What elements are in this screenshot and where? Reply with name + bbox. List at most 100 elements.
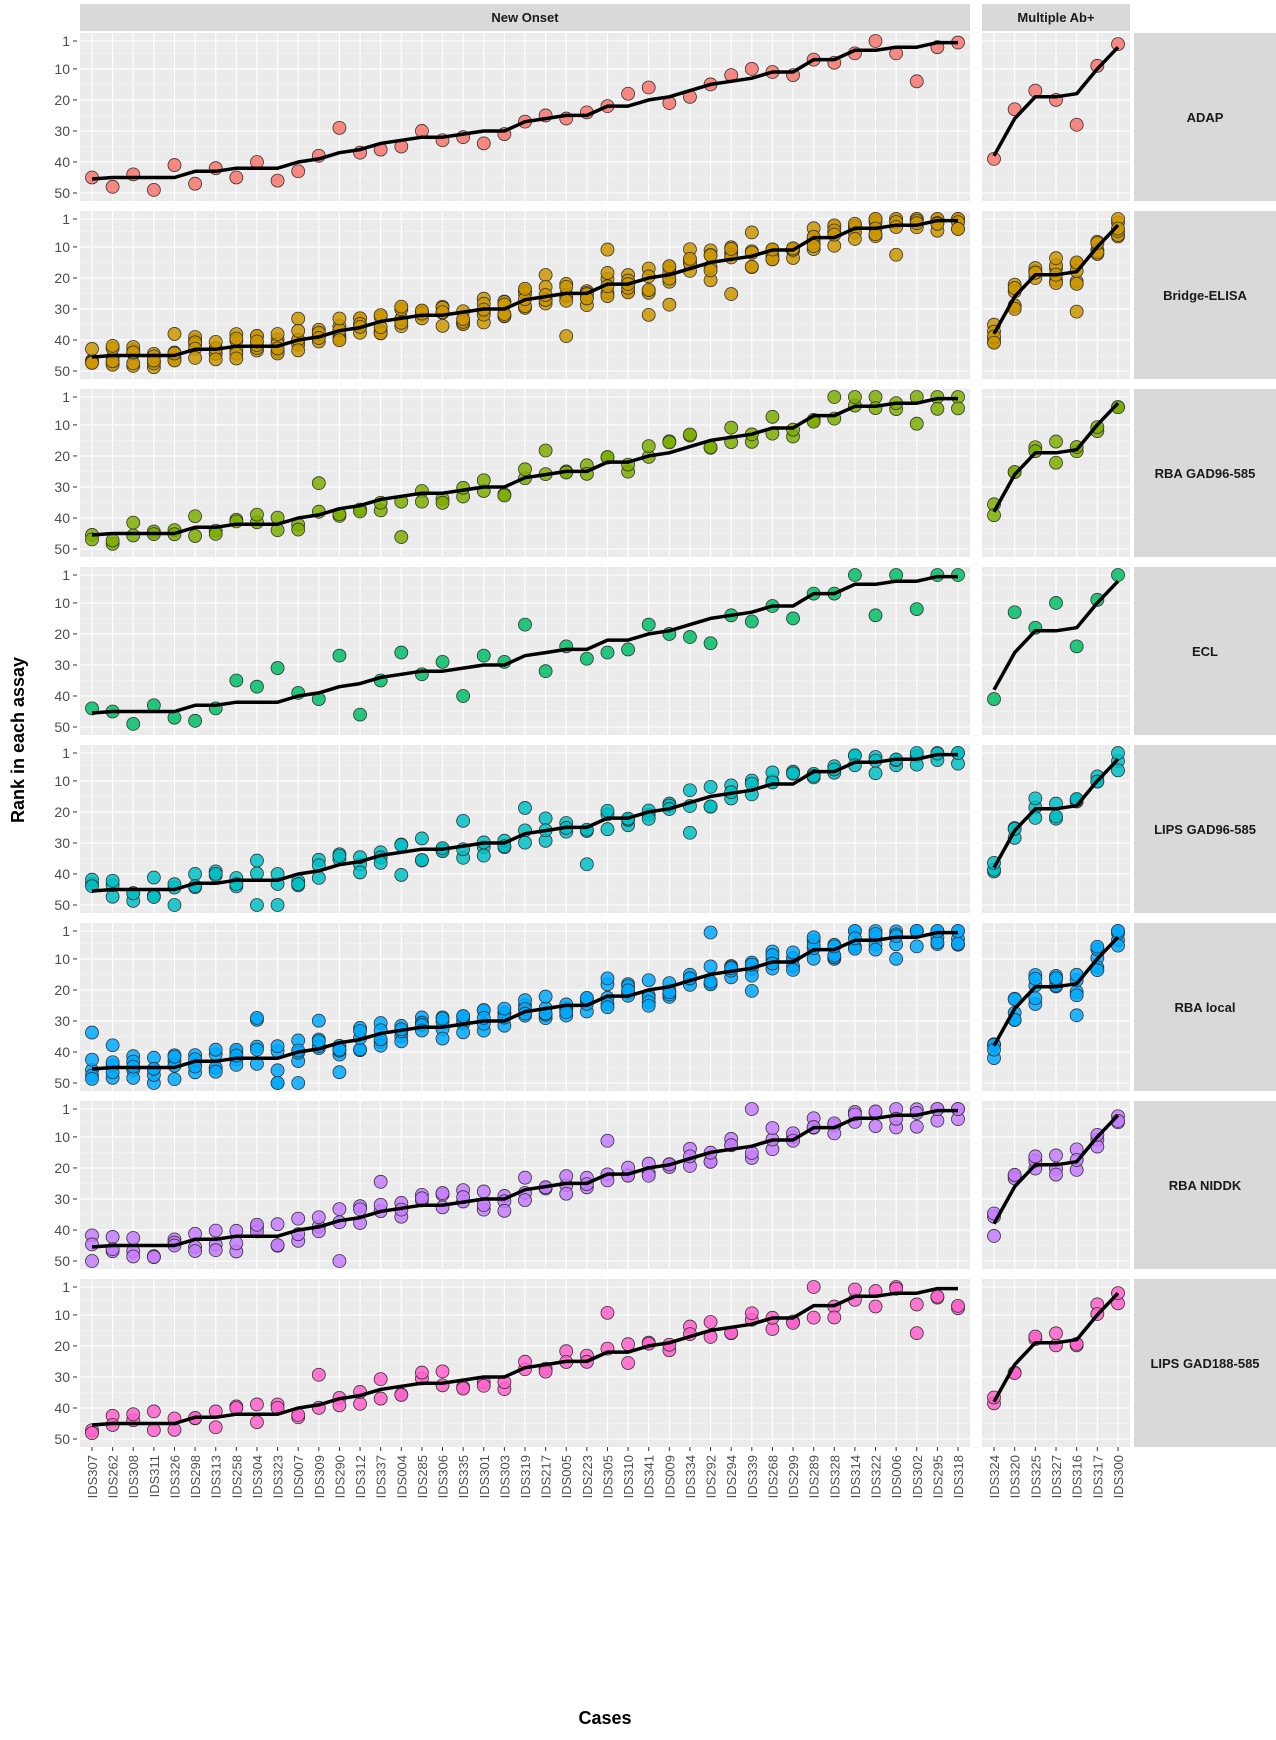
strip-row-rba-gad96-585 bbox=[1134, 389, 1276, 557]
strip-multiple-ab bbox=[982, 4, 1130, 31]
data-point-new-onset bbox=[559, 329, 574, 344]
y-tick-label: 50 bbox=[54, 1431, 70, 1447]
data-point-new-onset bbox=[703, 248, 718, 263]
data-point-new-onset bbox=[435, 654, 450, 669]
data-point-new-onset bbox=[744, 225, 759, 240]
data-point-new-onset bbox=[806, 1310, 821, 1325]
data-point-new-onset bbox=[641, 80, 656, 95]
data-point-multiple-ab bbox=[1069, 117, 1084, 132]
data-point-new-onset bbox=[311, 1210, 326, 1225]
y-tick-label: 50 bbox=[54, 1075, 70, 1091]
data-point-multiple-ab bbox=[1111, 221, 1125, 236]
data-point-new-onset bbox=[476, 1184, 491, 1199]
y-tick-label: 20 bbox=[54, 982, 70, 998]
data-point-new-onset bbox=[208, 526, 223, 541]
y-tick-label: 50 bbox=[54, 541, 70, 557]
data-point-multiple-ab bbox=[1090, 963, 1105, 978]
data-point-new-onset bbox=[353, 1042, 367, 1057]
data-point-new-onset bbox=[270, 327, 285, 341]
data-point-new-onset bbox=[600, 1000, 615, 1015]
data-point-new-onset bbox=[621, 86, 635, 101]
data-point-new-onset bbox=[105, 179, 120, 194]
y-tick-label: 50 bbox=[54, 897, 70, 913]
y-tick-label: 20 bbox=[54, 804, 70, 820]
data-point-new-onset bbox=[167, 898, 182, 912]
x-tick-label: IDS300 bbox=[1111, 1455, 1126, 1498]
y-tick-label: 20 bbox=[54, 92, 70, 108]
x-tick-label: IDS308 bbox=[126, 1455, 141, 1498]
data-point-new-onset bbox=[291, 1211, 306, 1226]
data-point-new-onset bbox=[909, 602, 924, 617]
x-tick-label: IDS007 bbox=[291, 1455, 306, 1498]
x-tick-label: IDS316 bbox=[1070, 1455, 1085, 1498]
data-point-new-onset bbox=[146, 1404, 161, 1419]
data-point-new-onset bbox=[270, 1076, 285, 1090]
data-point-new-onset bbox=[270, 1238, 285, 1252]
data-point-new-onset bbox=[744, 614, 759, 629]
data-point-new-onset bbox=[909, 74, 924, 89]
x-tick-label: IDS323 bbox=[271, 1455, 286, 1498]
median-line-multiple-ab bbox=[992, 935, 1120, 1047]
data-point-new-onset bbox=[703, 1315, 718, 1329]
data-point-new-onset bbox=[167, 327, 182, 341]
data-point-new-onset bbox=[538, 811, 553, 826]
median-line-new-onset bbox=[91, 930, 958, 1071]
data-point-new-onset bbox=[311, 476, 326, 491]
y-tick-label: 30 bbox=[54, 301, 70, 317]
y-tick-label: 30 bbox=[54, 657, 70, 673]
y-tick-label: 50 bbox=[54, 363, 70, 379]
data-point-new-onset bbox=[909, 1297, 924, 1312]
data-point-new-onset bbox=[662, 259, 677, 274]
x-tick-label: IDS295 bbox=[930, 1455, 945, 1498]
data-point-new-onset bbox=[868, 34, 883, 48]
median-line-multiple-ab bbox=[992, 1113, 1120, 1225]
y-tick-label: 10 bbox=[54, 1129, 70, 1145]
data-point-multiple-ab bbox=[1049, 455, 1063, 470]
x-tick-label: IDS312 bbox=[353, 1455, 368, 1498]
data-point-new-onset bbox=[353, 1396, 367, 1411]
data-point-new-onset bbox=[703, 636, 718, 651]
y-tick-label: 1 bbox=[62, 745, 70, 761]
y-tick-label: 20 bbox=[54, 270, 70, 286]
data-point-new-onset bbox=[579, 857, 594, 872]
data-point-new-onset bbox=[456, 1025, 471, 1040]
data-point-multiple-ab bbox=[1049, 1148, 1063, 1163]
data-point-multiple-ab bbox=[1111, 37, 1125, 52]
data-point-new-onset bbox=[683, 630, 697, 644]
strip-label-lips-gad96-585: LIPS GAD96-585 bbox=[1154, 822, 1256, 837]
data-point-new-onset bbox=[744, 1306, 759, 1321]
data-point-new-onset bbox=[291, 1076, 306, 1090]
data-point-new-onset bbox=[291, 522, 306, 537]
data-point-new-onset bbox=[848, 390, 862, 404]
y-tick-label: 20 bbox=[54, 448, 70, 464]
data-point-new-onset bbox=[497, 1001, 512, 1016]
data-point-new-onset bbox=[641, 282, 656, 297]
data-point-new-onset bbox=[250, 679, 264, 694]
median-line-multiple-ab bbox=[992, 579, 1120, 691]
data-point-new-onset bbox=[105, 889, 120, 904]
data-point-new-onset bbox=[476, 648, 491, 663]
data-point-multiple-ab bbox=[1111, 924, 1125, 938]
data-point-new-onset bbox=[332, 1254, 347, 1268]
x-tick-label: IDS322 bbox=[869, 1455, 884, 1498]
data-point-new-onset bbox=[600, 645, 615, 660]
data-point-new-onset bbox=[229, 331, 244, 346]
data-point-multiple-ab bbox=[1069, 1008, 1084, 1023]
x-tick-label: IDS223 bbox=[580, 1455, 595, 1498]
data-point-new-onset bbox=[126, 515, 141, 530]
data-point-new-onset bbox=[208, 1420, 223, 1435]
data-point-new-onset bbox=[167, 1049, 182, 1064]
median-line-multiple-ab bbox=[992, 1291, 1120, 1403]
data-point-multiple-ab bbox=[1090, 592, 1105, 607]
median-line-new-onset bbox=[91, 40, 958, 181]
data-point-new-onset bbox=[188, 351, 202, 365]
data-point-new-onset bbox=[208, 866, 223, 881]
x-tick-label: IDS326 bbox=[167, 1455, 182, 1498]
data-point-new-onset bbox=[353, 707, 367, 722]
data-point-new-onset bbox=[518, 1170, 532, 1185]
data-point-multiple-ab bbox=[1049, 251, 1063, 266]
data-point-new-onset bbox=[456, 1381, 471, 1396]
data-point-new-onset bbox=[868, 1119, 883, 1133]
data-point-new-onset bbox=[85, 1052, 99, 1067]
data-point-new-onset bbox=[559, 1186, 574, 1201]
